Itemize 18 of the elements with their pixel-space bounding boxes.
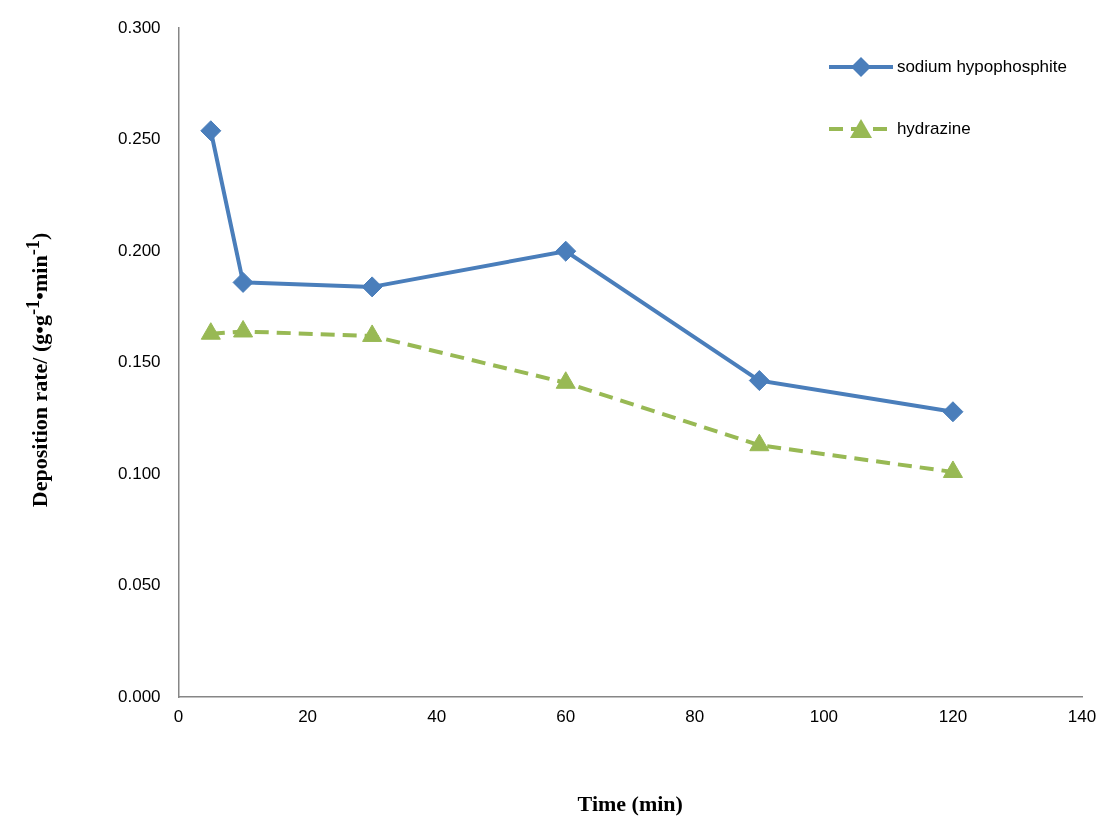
x-tick-label: 20 xyxy=(298,707,318,727)
y-tick-label: 0.100 xyxy=(117,463,161,483)
y-tick-label: 0.150 xyxy=(117,352,161,372)
y-tick-label: 0.000 xyxy=(117,686,161,706)
y-tick-label: 0.050 xyxy=(117,575,161,595)
y-tick-label: 0.250 xyxy=(117,129,161,149)
x-tick-label: 100 xyxy=(809,707,839,727)
legend-label: hydrazine xyxy=(896,119,971,139)
legend-label: sodium hypophosphite xyxy=(896,57,1067,77)
y-tick-label: 0.200 xyxy=(117,240,161,260)
x-tick-label: 140 xyxy=(1067,707,1097,727)
x-tick-label: 40 xyxy=(427,707,447,727)
x-tick-label: 80 xyxy=(685,707,705,727)
x-tick-label: 60 xyxy=(556,707,576,727)
x-tick-label: 120 xyxy=(938,707,968,727)
x-axis-title: Time (min) xyxy=(577,791,683,817)
x-tick-label: 0 xyxy=(173,707,184,727)
y-tick-label: 0.300 xyxy=(117,17,161,37)
